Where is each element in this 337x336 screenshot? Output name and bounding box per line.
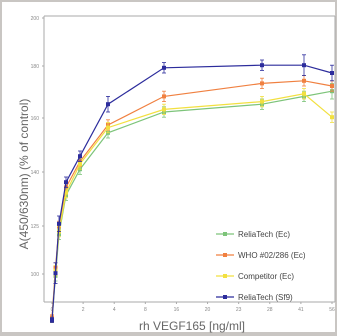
axes (43, 15, 336, 303)
x-tick-label: 4 (113, 307, 116, 313)
x-tick-labels: 0 2 4 8 16 20 23 28 41 56 (51, 302, 335, 313)
x-tick-label: 20 (205, 307, 211, 313)
data-point (302, 78, 306, 83)
legend: ReliaTech (Ec) WHO #02/286 (Ec) Competitor… (216, 230, 306, 302)
series-2 (50, 75, 334, 321)
x-tick-label: 2 (82, 307, 85, 313)
series-3 (50, 88, 334, 324)
x-tick-label: 41 (298, 307, 304, 313)
data-point (260, 99, 264, 104)
y-tick-label: 180 (31, 64, 40, 70)
legend-item: WHO #02/286 (Ec) (216, 251, 306, 260)
legend-label: ReliaTech (Sf9) (238, 293, 293, 302)
legend-swatch-marker (223, 253, 227, 257)
data-point (162, 107, 166, 112)
data-point (162, 94, 166, 99)
series-line (51, 80, 333, 318)
data-point (78, 162, 82, 166)
legend-label: Competitor (Ec) (238, 272, 294, 281)
legend-item: ReliaTech (Sf9) (216, 293, 293, 302)
legend-item: Competitor (Ec) (216, 272, 294, 281)
series-1 (50, 83, 334, 324)
data-point (53, 271, 58, 276)
legend-swatch-marker (223, 274, 227, 278)
data-point (330, 84, 334, 88)
x-tick-label: 16 (174, 307, 180, 313)
series-line (51, 93, 333, 321)
y-tick-label: 160 (31, 116, 40, 122)
legend-item: ReliaTech (Ec) (216, 230, 290, 239)
legend-label: WHO #02/286 (Ec) (238, 251, 306, 260)
x-tick-label: 56 (329, 307, 335, 313)
data-point (57, 221, 61, 226)
series-4 (50, 54, 334, 324)
data-point (260, 81, 264, 86)
series-layer (50, 54, 334, 324)
data-point (106, 102, 110, 107)
x-tick-label: 28 (267, 307, 273, 313)
series-line (51, 90, 333, 321)
data-point (50, 318, 54, 322)
legend-swatch-marker (223, 232, 227, 236)
data-point (330, 115, 334, 120)
y-tick-label: 100 (31, 272, 40, 278)
data-point (106, 125, 110, 130)
y-tick-label: 200 (31, 16, 40, 22)
y-tick-label: 140 (31, 170, 40, 176)
data-point (64, 180, 68, 185)
data-point (330, 71, 334, 75)
data-point (302, 91, 306, 96)
data-point (64, 190, 68, 195)
y-tick-label: 125 (31, 224, 40, 230)
series-line (51, 64, 333, 321)
y-axis-label: A(450/630nm) (% of control) (17, 99, 31, 250)
data-point (302, 63, 306, 68)
data-point (260, 63, 264, 68)
data-point (78, 154, 82, 159)
data-point (162, 65, 166, 70)
x-tick-label: 23 (236, 307, 242, 313)
legend-label: ReliaTech (Ec) (238, 230, 290, 239)
x-axis-label: rh VEGF165 [ng/ml] (139, 319, 245, 333)
legend-swatch-marker (223, 295, 227, 299)
x-tick-label: 8 (144, 307, 147, 313)
y-tick-labels: 100 125 140 160 180 200 (31, 16, 44, 278)
